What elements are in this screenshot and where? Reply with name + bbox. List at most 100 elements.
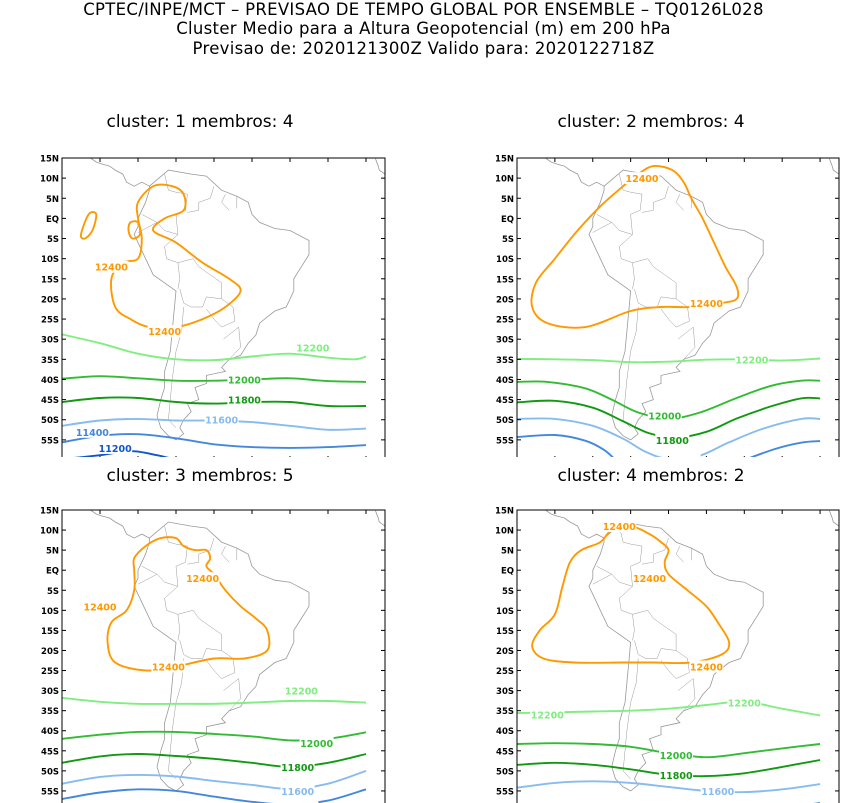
caribbean-coastline [575,510,582,511]
contour-label-bg [689,296,724,309]
africa-coastline [375,510,385,527]
lat-tick-label: EQ [46,567,59,577]
contour-line-11800 [62,396,367,408]
country-border [137,573,158,585]
map-frame [61,509,386,803]
central-america-coastline [81,158,150,187]
contour-line-11600 [517,780,821,794]
contour-label: 11600 [205,416,238,427]
lat-tick-label: 15N [40,507,59,517]
contour-line-11600 [517,417,821,457]
map-frame [61,157,386,457]
contour-line-12400 [106,536,271,672]
contour-label: 12200 [285,687,318,698]
contour-label: 12400 [690,663,723,674]
lat-tick-label: 5N [501,547,514,557]
lat-tick-label: 10N [495,175,514,185]
contour-label-bg [530,708,565,721]
country-border [164,234,181,289]
contour-label: 11800 [228,396,261,407]
contour-line-11800 [62,753,367,768]
map-canvas: 12400 12400 12400 12200 12200 12000 11800 11600… [495,507,840,803]
contour-label-bg [647,409,682,422]
lat-tick-label: 40S [496,376,514,386]
south-america-coastline [133,169,310,441]
contour-label-bg [666,454,701,457]
lat-tick-label: 35S [496,356,514,366]
contour-label-bg [689,660,724,673]
contour-label: 12400 [603,522,636,533]
contour-label: 11400 [76,428,109,439]
lat-tick-label: 10S [496,607,514,617]
country-border [206,298,236,328]
map-frame [516,157,840,457]
country-border [164,586,181,641]
central-america-coastline [535,510,605,539]
contour-label-bg [734,353,769,366]
country-border [660,650,690,679]
lat-tick-label: 45S [41,396,59,406]
map-canvas: 12400 12400 12200 12000 11800 11600 11400 11200… [40,155,386,457]
contour-label: 12000 [300,739,333,750]
country-border [141,174,188,235]
contour-label: 12200 [296,343,329,354]
country-border [619,234,635,289]
contour-label-bg [185,572,220,585]
country-border [622,658,639,780]
lat-tick-label: 10N [495,527,514,537]
contour-label: 12400 [148,327,181,338]
contour-label: 12400 [95,263,128,274]
lat-tick-label: 5S [47,587,59,597]
map-panel-cluster-1: cluster: 1 membros: 4 12400 12400 12200 120… [0,112,400,457]
lat-tick-label: 5S [502,587,514,597]
contour-label-bg [700,784,735,797]
lat-tick-label: 5N [501,195,514,205]
caribbean-coastline [120,158,127,159]
contour-label-bg [227,393,262,406]
contour-label: 11200 [99,444,132,455]
south-america-coastline [588,521,764,792]
country-border [660,298,690,328]
south-america-coastline [588,169,764,441]
country-border [187,186,215,213]
lat-tick-label: 30S [496,336,514,346]
lat-tick-label: 25S [41,667,59,677]
lat-tick-label: 50S [496,416,514,426]
contour-label-bg [727,696,762,709]
lat-tick-label: 50S [41,767,59,777]
lat-tick-label: 10S [41,607,59,617]
caribbean-coastline [120,510,127,511]
contour-line-12200 [517,700,821,717]
map-canvas: 1240012400124001220012000118001160011400… [40,507,386,803]
country-border [177,258,222,308]
lat-tick-label: 55S [496,436,514,446]
lat-tick-label: 5S [502,235,514,245]
contour-line-11400 [517,433,614,457]
country-border [187,538,215,565]
panel-title: cluster: 1 membros: 4 [106,112,294,132]
contour-label-bg [295,341,330,354]
map-panel-cluster-4: cluster: 4 membros: 2 12400 12400 12400 122… [455,466,847,803]
contour-label: 11600 [667,456,700,457]
country-border [221,545,230,563]
contour-label: 12400 [625,174,658,185]
lat-tick-label: 30S [41,336,59,346]
contour-label-bg [625,172,660,185]
lat-tick-label: 45S [496,396,514,406]
contour-label-bg [147,325,182,338]
lat-tick-label: EQ [501,215,514,225]
contour-label: 12000 [228,375,261,386]
lat-tick-label: 15N [40,155,59,165]
country-border [619,586,635,641]
lat-tick-label: 5N [46,547,59,557]
contour-line-11600 [62,769,367,790]
lat-tick-label: 50S [496,767,514,777]
lat-tick-label: 20S [496,295,514,305]
map-frame [516,509,840,803]
contour-label: 11600 [281,787,314,798]
contour-label: 11800 [660,771,693,782]
lat-tick-label: 50S [41,416,59,426]
contour-label: 12400 [690,299,723,310]
country-border [221,194,230,211]
map-panel-cluster-3: cluster: 3 membros: 5 12400 12400 12400 122… [0,466,400,803]
